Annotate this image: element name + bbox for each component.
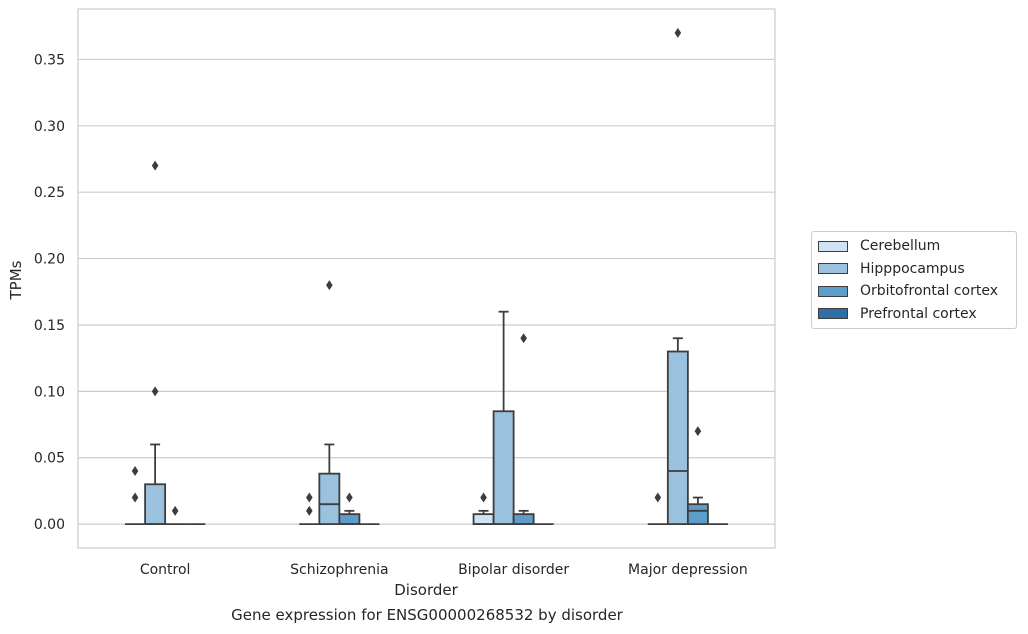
box-0-0 <box>125 466 146 526</box>
y-tick-label: 0.25 <box>34 185 65 201</box>
legend: Cerebellum Hipppocampus Orbitofrontal cort… <box>811 231 1017 329</box>
box-1-2 <box>338 492 361 526</box>
x-tick-label: Schizophrenia <box>290 562 388 578</box>
box-0-2 <box>165 505 186 526</box>
legend-swatch <box>818 263 848 275</box>
box-body <box>472 513 495 526</box>
legend-item: Cerebellum <box>812 235 1016 258</box>
y-tick-label: 0.20 <box>34 252 65 268</box>
legend-label: Cerebellum <box>860 238 941 255</box>
y-tick-label: 0.35 <box>34 52 65 68</box>
box-3-1 <box>666 27 689 526</box>
tick-layer: 0.00 0.05 0.10 0.15 0.20 0.25 0.30 0.35 Control S… <box>34 52 748 578</box>
box-2-0 <box>472 492 495 526</box>
legend-label: Hipppocampus <box>860 260 965 277</box>
y-tick-label: 0.10 <box>34 384 65 400</box>
box-2-1 <box>492 310 515 526</box>
y-tick-label: 0.05 <box>34 451 65 467</box>
outlier-marker <box>694 426 702 437</box>
outlier-marker <box>346 492 353 503</box>
outlier-marker <box>306 492 313 503</box>
box-body <box>144 483 167 526</box>
legend-swatch <box>818 308 848 320</box>
outlier-marker <box>151 386 159 397</box>
box-body <box>666 350 689 526</box>
box-0-1 <box>144 160 167 526</box>
box-3-0 <box>647 492 668 526</box>
y-tick-label: 0.30 <box>34 119 65 135</box>
x-tick-label: Major depression <box>628 562 748 578</box>
outlier-marker <box>654 492 662 503</box>
outlier-marker <box>520 333 527 344</box>
x-tick-label: Control <box>140 562 191 578</box>
legend-label: Prefrontal cortex <box>860 305 977 322</box>
outlier-marker <box>306 505 313 516</box>
box-body <box>512 513 535 526</box>
plot-frame <box>77 8 776 549</box>
box-3-2 <box>686 426 709 526</box>
outlier-marker <box>131 492 139 503</box>
legend-item: Prefrontal cortex <box>812 303 1016 326</box>
outlier-marker <box>480 492 487 503</box>
legend-item: Hipppocampus <box>812 258 1016 281</box>
legend-label: Orbitofrontal cortex <box>860 283 998 300</box>
legend-swatch <box>818 285 848 297</box>
y-tick-label: 0.00 <box>34 517 65 533</box>
outlier-marker <box>326 280 333 291</box>
box-body <box>686 503 709 526</box>
y-axis-label: TPMs <box>7 260 25 300</box>
box-2-2 <box>512 333 535 526</box>
chart-caption: Gene expression for ENSG00000268532 by d… <box>231 606 623 624</box>
outlier-marker <box>674 27 682 38</box>
x-axis-label: Disorder <box>394 581 458 599</box>
box-body <box>492 410 515 526</box>
box-body <box>338 513 361 526</box>
legend-swatch <box>818 240 848 252</box>
y-tick-label: 0.15 <box>34 318 65 334</box>
grid-layer <box>78 58 775 525</box>
box-layer <box>125 27 728 526</box>
outlier-marker <box>131 466 139 476</box>
box-body <box>318 472 341 526</box>
x-tick-label: Bipolar disorder <box>458 562 569 578</box>
box-1-0 <box>299 492 320 526</box>
outlier-marker <box>171 505 179 516</box>
legend-item: Orbitofrontal cortex <box>812 280 1016 303</box>
box-1-1 <box>318 280 341 526</box>
outlier-marker <box>151 160 159 171</box>
